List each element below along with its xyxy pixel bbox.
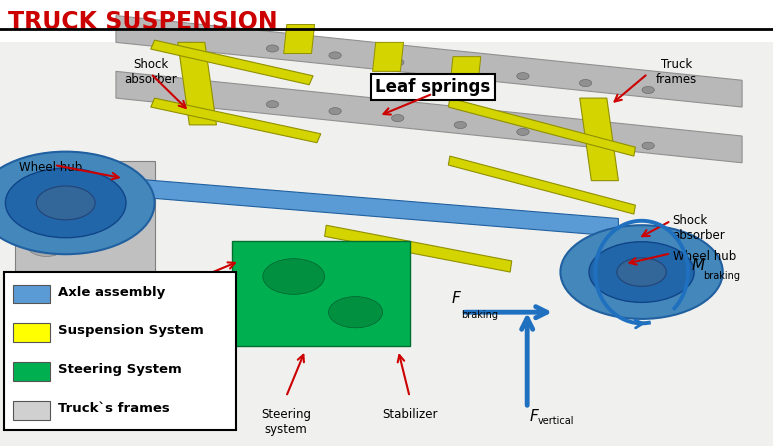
Circle shape	[329, 107, 342, 115]
Circle shape	[266, 101, 279, 108]
Circle shape	[517, 73, 530, 80]
Circle shape	[27, 234, 66, 256]
Text: Truck`s frames: Truck`s frames	[58, 402, 170, 415]
Circle shape	[85, 219, 131, 245]
Text: braking: braking	[703, 271, 741, 281]
Text: F: F	[451, 290, 460, 306]
Circle shape	[266, 45, 279, 52]
Polygon shape	[15, 161, 155, 274]
Circle shape	[392, 59, 404, 66]
Text: Stabilizer: Stabilizer	[382, 408, 438, 421]
FancyBboxPatch shape	[0, 42, 773, 446]
Text: Leaf springs: Leaf springs	[375, 78, 491, 96]
Text: F: F	[530, 409, 538, 425]
Polygon shape	[232, 241, 410, 346]
Circle shape	[36, 186, 95, 220]
Circle shape	[517, 128, 530, 136]
Text: TRUCK SUSPENSION: TRUCK SUSPENSION	[8, 10, 278, 34]
Circle shape	[263, 259, 325, 294]
Circle shape	[455, 66, 467, 73]
Circle shape	[455, 121, 467, 128]
Circle shape	[642, 142, 655, 149]
Circle shape	[580, 135, 592, 142]
Circle shape	[642, 87, 655, 94]
Text: Axle: Axle	[164, 277, 189, 289]
Polygon shape	[448, 156, 635, 214]
Text: Wheel hub: Wheel hub	[673, 250, 736, 263]
Polygon shape	[178, 42, 216, 125]
Circle shape	[392, 115, 404, 122]
Text: Steering
system: Steering system	[261, 408, 311, 436]
FancyBboxPatch shape	[4, 272, 236, 430]
FancyBboxPatch shape	[13, 285, 50, 303]
Polygon shape	[373, 42, 404, 71]
Circle shape	[5, 168, 126, 238]
Polygon shape	[580, 98, 618, 181]
Polygon shape	[151, 40, 313, 85]
Circle shape	[580, 79, 592, 87]
Text: Wheel hub: Wheel hub	[19, 161, 83, 173]
Text: Shock
absorber: Shock absorber	[673, 214, 725, 242]
Polygon shape	[325, 225, 512, 272]
Polygon shape	[448, 98, 635, 156]
Text: Axle assembly: Axle assembly	[58, 285, 165, 299]
Text: M: M	[692, 258, 705, 273]
Circle shape	[329, 52, 342, 59]
Circle shape	[329, 297, 383, 328]
FancyBboxPatch shape	[13, 323, 50, 342]
Polygon shape	[46, 172, 618, 236]
Text: Steering System: Steering System	[58, 363, 182, 376]
Text: Shock
absorber: Shock absorber	[124, 58, 177, 86]
Text: braking: braking	[461, 310, 499, 320]
FancyBboxPatch shape	[13, 362, 50, 381]
Text: Suspension System: Suspension System	[58, 324, 204, 338]
Polygon shape	[116, 71, 742, 163]
Polygon shape	[116, 16, 742, 107]
Text: Truck
frames: Truck frames	[656, 58, 697, 86]
FancyBboxPatch shape	[13, 401, 50, 420]
Polygon shape	[450, 57, 481, 86]
Text: vertical: vertical	[537, 416, 574, 425]
Polygon shape	[284, 25, 315, 54]
Circle shape	[27, 194, 97, 234]
Circle shape	[617, 258, 666, 286]
Circle shape	[0, 152, 155, 254]
Circle shape	[589, 242, 694, 302]
Polygon shape	[151, 98, 321, 143]
Circle shape	[560, 225, 723, 319]
